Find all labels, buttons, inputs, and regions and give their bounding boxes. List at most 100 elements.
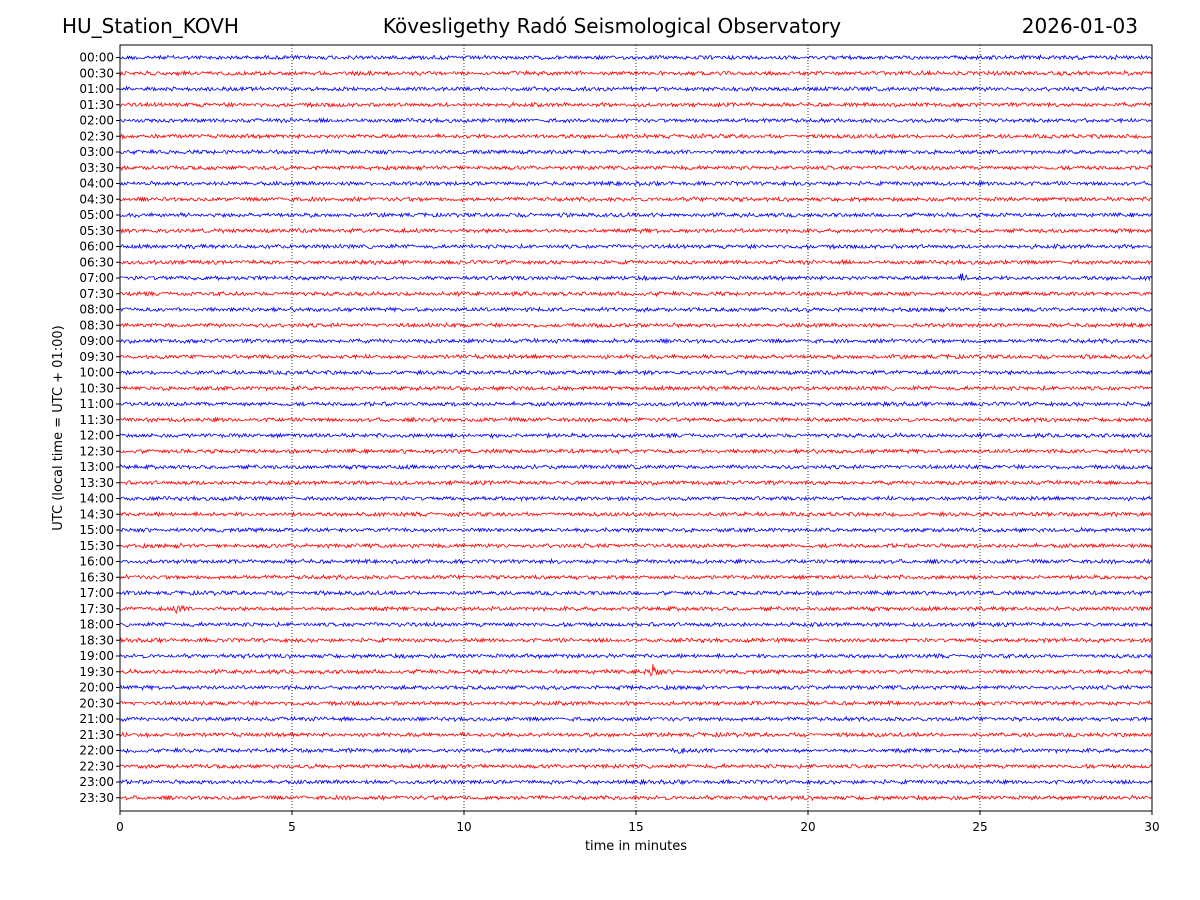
trace-05:30 bbox=[119, 226, 1153, 235]
y-tick-label: 05:00 bbox=[79, 208, 114, 222]
trace-11:30 bbox=[119, 416, 1153, 424]
trace-14:30 bbox=[119, 510, 1153, 518]
y-tick-label: 09:00 bbox=[79, 334, 114, 348]
y-tick-label: 06:00 bbox=[79, 240, 114, 254]
trace-19:30 bbox=[119, 664, 1153, 677]
trace-19:00 bbox=[119, 652, 1153, 660]
y-tick-label: 00:30 bbox=[79, 66, 114, 80]
x-tick-label: 5 bbox=[288, 820, 296, 834]
y-tick-label: 22:30 bbox=[79, 759, 114, 773]
trace-07:30 bbox=[119, 290, 1153, 298]
trace-22:30 bbox=[119, 762, 1153, 770]
y-tick-label: 16:30 bbox=[79, 570, 114, 584]
x-tick-label: 15 bbox=[628, 820, 643, 834]
plot-frame bbox=[119, 44, 1153, 812]
y-tick-label: 12:30 bbox=[79, 444, 114, 458]
chart-title: Kövesligethy Radó Seismological Observat… bbox=[382, 14, 842, 38]
y-tick-label: 21:30 bbox=[79, 728, 114, 742]
trace-03:00 bbox=[119, 148, 1153, 156]
y-tick-label: 12:00 bbox=[79, 429, 114, 443]
trace-05:00 bbox=[119, 211, 1153, 219]
y-tick-label: 02:00 bbox=[79, 114, 114, 128]
trace-04:30 bbox=[119, 195, 1153, 203]
y-tick-label: 22:00 bbox=[79, 744, 114, 758]
trace-17:30 bbox=[119, 604, 1153, 615]
trace-11:00 bbox=[119, 400, 1153, 408]
grid-layer bbox=[291, 45, 981, 811]
trace-17:00 bbox=[119, 589, 1153, 597]
y-tick-label: 17:00 bbox=[79, 586, 114, 600]
trace-layer bbox=[119, 53, 1153, 802]
y-tick-label: 18:30 bbox=[79, 633, 114, 647]
trace-01:00 bbox=[119, 85, 1153, 93]
y-tick-label: 20:00 bbox=[79, 681, 114, 695]
y-tick-label: 15:00 bbox=[79, 523, 114, 537]
trace-02:00 bbox=[119, 116, 1153, 125]
trace-23:00 bbox=[119, 778, 1153, 786]
trace-18:00 bbox=[119, 620, 1153, 628]
trace-08:00 bbox=[119, 305, 1153, 314]
y-tick-label: 19:00 bbox=[79, 649, 114, 663]
y-tick-label: 03:00 bbox=[79, 145, 114, 159]
y-tick-label: 05:30 bbox=[79, 224, 114, 238]
y-tick-label: 23:30 bbox=[79, 791, 114, 805]
trace-09:00 bbox=[119, 337, 1153, 345]
y-tick-label: 15:30 bbox=[79, 539, 114, 553]
trace-21:00 bbox=[119, 715, 1153, 723]
y-tick-label: 13:00 bbox=[79, 460, 114, 474]
y-tick-label: 11:30 bbox=[79, 413, 114, 427]
x-tick-label: 0 bbox=[116, 820, 124, 834]
y-tick-label: 04:00 bbox=[79, 177, 114, 191]
y-tick-label: 01:00 bbox=[79, 82, 114, 96]
y-tick-label: 09:30 bbox=[79, 350, 114, 364]
x-tick-label: 20 bbox=[800, 820, 815, 834]
chart-date: 2026-01-03 bbox=[1021, 14, 1138, 38]
y-tick-label: 18:00 bbox=[79, 618, 114, 632]
trace-16:00 bbox=[119, 557, 1153, 565]
trace-20:30 bbox=[119, 699, 1153, 707]
y-tick-label: 16:00 bbox=[79, 555, 114, 569]
x-axis-label: time in minutes bbox=[585, 839, 687, 854]
y-tick-label: 10:00 bbox=[79, 366, 114, 380]
y-tick-label: 11:00 bbox=[79, 397, 114, 411]
trace-07:00 bbox=[119, 273, 1153, 282]
y-tick-label: 00:00 bbox=[79, 51, 114, 65]
trace-18:30 bbox=[119, 636, 1153, 644]
y-tick-label: 03:30 bbox=[79, 161, 114, 175]
trace-10:00 bbox=[119, 368, 1153, 377]
y-tick-label: 14:00 bbox=[79, 492, 114, 506]
trace-20:00 bbox=[119, 684, 1153, 692]
trace-13:30 bbox=[119, 479, 1153, 487]
trace-15:00 bbox=[119, 526, 1153, 534]
trace-14:00 bbox=[119, 494, 1153, 502]
trace-23:30 bbox=[119, 794, 1153, 802]
trace-12:30 bbox=[119, 447, 1153, 455]
trace-22:00 bbox=[119, 746, 1153, 755]
y-tick-label: 08:30 bbox=[79, 318, 114, 332]
y-tick-label: 02:30 bbox=[79, 129, 114, 143]
y-tick-label: 07:30 bbox=[79, 287, 114, 301]
trace-16:30 bbox=[119, 573, 1153, 581]
y-tick-label: 19:30 bbox=[79, 665, 114, 679]
trace-04:00 bbox=[119, 179, 1153, 187]
trace-06:30 bbox=[119, 258, 1153, 266]
y-tick-label: 01:30 bbox=[79, 98, 114, 112]
trace-13:00 bbox=[119, 463, 1153, 471]
y-axis-label: UTC (local time = UTC + 01:00) bbox=[51, 325, 66, 530]
trace-09:30 bbox=[119, 353, 1153, 361]
y-tick-label: 06:30 bbox=[79, 255, 114, 269]
trace-00:00 bbox=[119, 53, 1153, 61]
y-tick-label: 04:30 bbox=[79, 192, 114, 206]
trace-01:30 bbox=[119, 101, 1153, 109]
x-tick-label: 25 bbox=[972, 820, 987, 834]
y-tick-label: 13:30 bbox=[79, 476, 114, 490]
y-tick-label: 14:30 bbox=[79, 507, 114, 521]
y-tick-label: 10:30 bbox=[79, 381, 114, 395]
trace-08:30 bbox=[119, 321, 1153, 329]
trace-02:30 bbox=[119, 132, 1153, 140]
trace-21:30 bbox=[119, 731, 1153, 739]
y-tick-label: 20:30 bbox=[79, 696, 114, 710]
x-ticks: 0 5 10 15 20 25 30 bbox=[116, 811, 1160, 834]
